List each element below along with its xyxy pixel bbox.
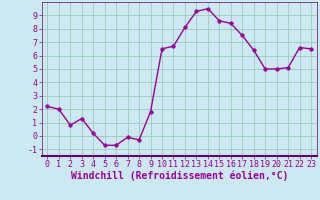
- X-axis label: Windchill (Refroidissement éolien,°C): Windchill (Refroidissement éolien,°C): [70, 171, 288, 181]
